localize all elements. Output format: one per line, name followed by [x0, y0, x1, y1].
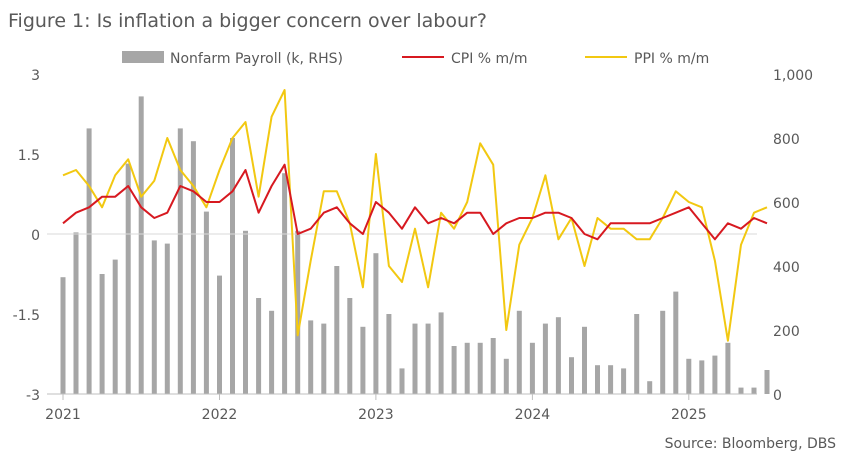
payroll-bar: [595, 365, 600, 394]
right-axis-tick: 600: [773, 196, 800, 212]
payroll-bar: [529, 342, 535, 394]
payroll-bar: [555, 317, 561, 394]
payroll-bar: [243, 230, 248, 394]
payroll-bar: [516, 310, 522, 394]
payroll-bar: [621, 368, 627, 394]
payroll-bar: [634, 314, 640, 394]
chart-title: Figure 1: Is inflation a bigger concern …: [8, 10, 487, 32]
payroll-bar: [582, 326, 587, 394]
payroll-bar: [360, 326, 366, 394]
payroll-bar: [451, 346, 457, 394]
right-axis-tick: 0: [773, 388, 782, 404]
series-lines: [62, 89, 768, 342]
payroll-bar: [125, 163, 131, 394]
payroll-bar: [164, 243, 170, 394]
payroll-bar: [751, 387, 757, 394]
x-axis-tick-label: 2024: [515, 407, 551, 423]
payroll-bar: [177, 128, 183, 394]
payroll-bar: [190, 141, 196, 394]
payroll-bar: [86, 128, 92, 394]
payroll-bar: [699, 360, 705, 394]
payroll-bar: [647, 381, 653, 394]
payroll-bar: [138, 96, 144, 395]
left-axis-tick: 0: [31, 228, 40, 244]
legend-swatch-payroll: [122, 51, 164, 63]
payroll-bar: [269, 310, 275, 394]
payroll-bar: [608, 365, 614, 394]
payroll-bar: [230, 138, 235, 394]
payroll-bar: [256, 298, 262, 394]
payroll-bar: [764, 370, 770, 394]
payroll-bar: [60, 277, 66, 394]
x-axis: 2021 2022 2023 2024 2025: [45, 394, 707, 423]
payroll-bar: [569, 357, 574, 394]
payroll-bars: [60, 96, 770, 395]
payroll-bar: [438, 312, 444, 394]
payroll-bar: [425, 323, 431, 394]
payroll-bar: [151, 240, 157, 394]
right-axis: 1,000 800 600 400 200 0: [773, 68, 813, 404]
payroll-bar: [308, 320, 314, 394]
payroll-bar: [203, 211, 209, 394]
payroll-bar: [660, 310, 666, 394]
right-axis-tick: 1,000: [773, 68, 813, 84]
left-axis-tick: 3: [31, 68, 40, 84]
payroll-bar: [738, 387, 744, 394]
payroll-bar: [477, 342, 483, 394]
payroll-bar: [321, 323, 327, 394]
payroll-bar: [399, 368, 405, 394]
payroll-bar: [373, 253, 379, 394]
payroll-bar: [673, 291, 679, 394]
legend: Nonfarm Payroll (k, RHS) CPI % m/m PPI %…: [122, 51, 709, 67]
payroll-bar: [386, 314, 392, 394]
payroll-bar: [99, 274, 105, 394]
right-axis-tick: 800: [773, 132, 800, 148]
payroll-bar: [503, 358, 509, 394]
x-axis-tick-label: 2021: [45, 407, 81, 423]
payroll-bar: [542, 323, 548, 394]
payroll-bar: [73, 232, 79, 394]
right-axis-tick: 200: [773, 324, 800, 340]
payroll-bar: [334, 266, 340, 394]
x-axis-tick-label: 2022: [202, 407, 238, 423]
left-axis-tick: -1.5: [13, 308, 40, 324]
payroll-bar: [112, 259, 118, 394]
legend-label-cpi: CPI % m/m: [451, 51, 528, 67]
payroll-bar: [686, 358, 692, 394]
left-axis-tick: -3: [26, 388, 40, 404]
legend-label-payroll: Nonfarm Payroll (k, RHS): [170, 51, 343, 67]
left-axis: 3 1.5 0 -1.5 -3: [13, 68, 40, 404]
payroll-bar: [712, 355, 718, 394]
payroll-bar: [282, 173, 288, 394]
payroll-bar: [347, 298, 353, 394]
source-note: Source: Bloomberg, DBS: [665, 436, 836, 452]
payroll-bar: [412, 323, 418, 394]
payroll-bar: [464, 342, 470, 394]
legend-label-ppi: PPI % m/m: [634, 51, 709, 67]
left-axis-tick: 1.5: [18, 148, 40, 164]
right-axis-tick: 400: [773, 260, 800, 276]
payroll-bar: [295, 230, 301, 394]
x-axis-tick-label: 2023: [358, 407, 394, 423]
cpi-line: [62, 163, 768, 241]
x-axis-tick-label: 2025: [671, 407, 707, 423]
payroll-bar: [217, 275, 222, 394]
payroll-bar: [725, 342, 731, 394]
ppi-line: [62, 89, 768, 342]
payroll-bar: [490, 338, 496, 394]
